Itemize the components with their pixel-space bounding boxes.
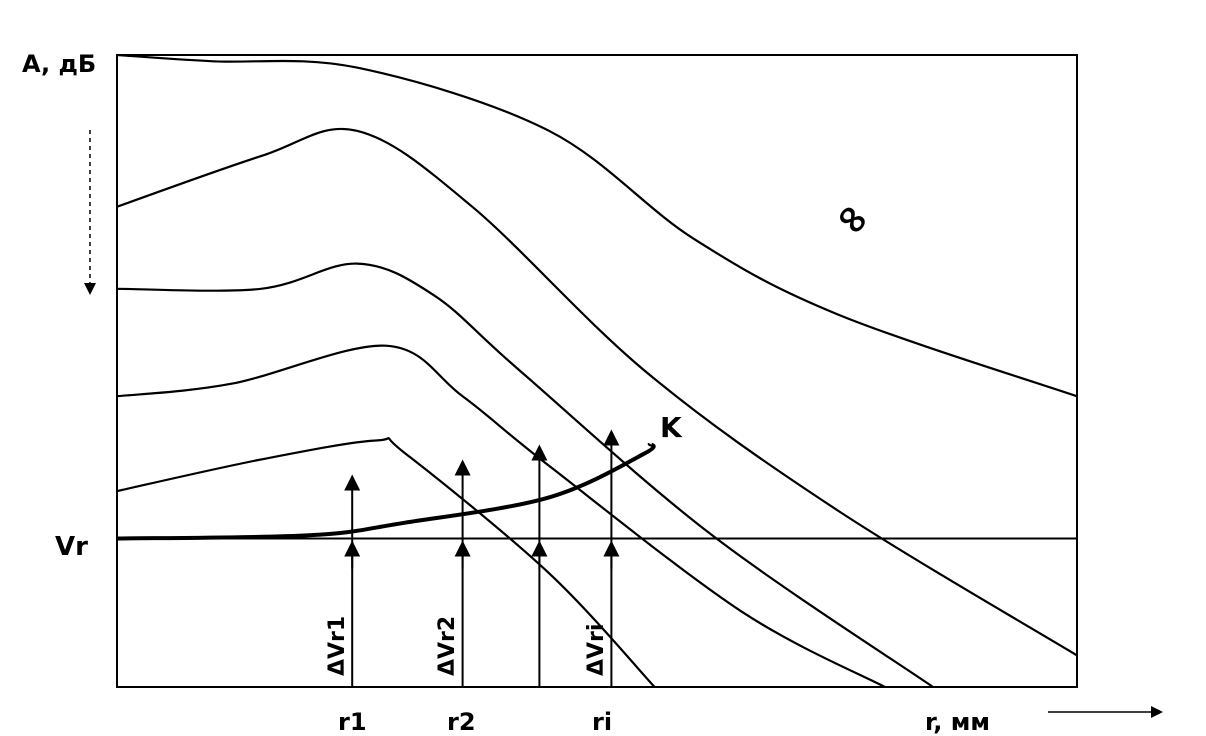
- series-label-infinity: ∞: [826, 190, 881, 247]
- x-tick-label-r2: r2: [447, 708, 476, 736]
- x-tick-label-ri: ri: [592, 708, 612, 736]
- delta-label-3: ΔVri: [584, 624, 609, 676]
- marker-layer: [344, 429, 620, 687]
- delta-label-2: ΔVr2: [435, 616, 460, 676]
- y-reference-label: Vr: [55, 532, 88, 562]
- series-line-3: [116, 262, 934, 688]
- k-curve: [116, 441, 656, 541]
- delta-label-1: ΔVr1: [325, 616, 350, 676]
- series-line-4: [116, 344, 886, 688]
- x-tick-label-r1: r1: [338, 708, 367, 736]
- plot-frame: [116, 54, 1078, 688]
- k-curve-label: K: [660, 411, 683, 444]
- x-axis-label: r, мм: [925, 708, 990, 736]
- series-layer: [116, 53, 1078, 688]
- series-line-2: [116, 127, 1078, 657]
- y-axis-label: A, дБ: [22, 50, 96, 78]
- series-line-1: [116, 53, 1078, 398]
- series-line-5: [116, 437, 656, 688]
